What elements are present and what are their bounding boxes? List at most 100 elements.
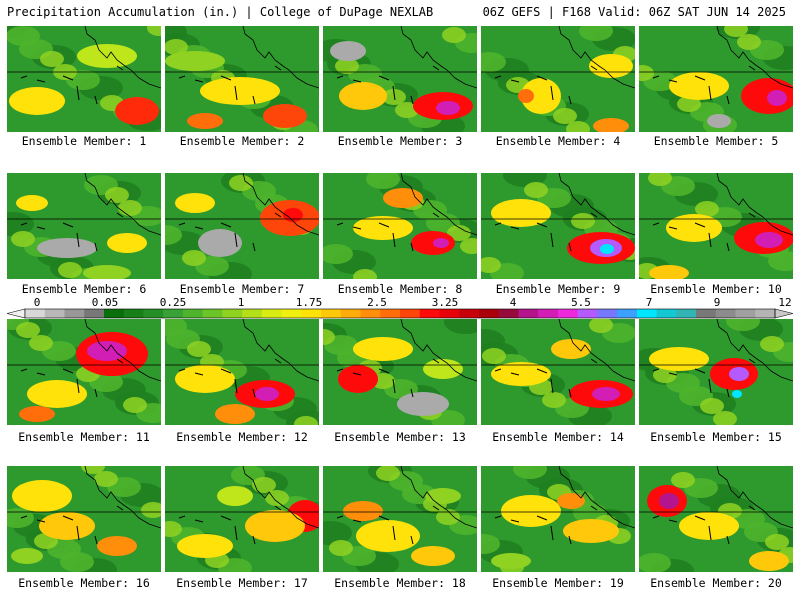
legend-swatch [360,309,381,318]
coastline [716,173,793,236]
precip-maximum [283,208,303,222]
precip-field [7,26,161,132]
color-legend: 0 0.05 0.25 1 1.75 2.5 3.25 4 5.5 7 9 12 [7,296,793,320]
legend-swatch [202,309,223,318]
precip-maximum [557,493,585,509]
legend-swatch [419,309,440,318]
precip-maximum [659,493,679,509]
island-outlines [336,212,440,252]
legend-tick-label: 0.05 [92,296,119,309]
precip-field [481,319,635,425]
legend-tick-label: 4 [510,296,517,309]
legend-bar: 0 0.05 0.25 1 1.75 2.5 3.25 4 5.5 7 9 12 [7,296,793,319]
precip-maximum [353,337,413,361]
precip-maximum [491,199,551,227]
precip-maximum [343,501,383,521]
legend-swatch [25,309,46,318]
legend-swatch [656,309,677,318]
island-outlines [652,358,756,398]
precip-maximum [666,214,722,242]
island-outlines [178,358,282,398]
precip-field [165,466,319,572]
precip-maximum [9,87,65,115]
precip-maximum [501,495,561,527]
legend-tick-label: 1.75 [296,296,323,309]
precip-maximum [198,229,242,257]
coastline [558,26,635,89]
precip-maximum [425,488,461,504]
coastline [242,466,319,529]
ensemble-member-label: Ensemble Member: 5 [653,134,779,148]
island-outlines [20,505,124,545]
ensemble-member-label: Ensemble Member: 6 [21,282,147,296]
legend-tick-label: 9 [714,296,721,309]
precip-field [7,319,161,425]
coastline [242,319,319,382]
precip-field [323,319,477,425]
legend-swatch [636,309,657,318]
precip-maximum [19,406,55,422]
precip-maximum [177,534,233,558]
legend-swatch [538,309,559,318]
legend-swatch [735,309,756,318]
legend-swatch [380,309,401,318]
ensemble-map-3 [323,26,477,132]
ensemble-map-10 [639,173,793,279]
precip-field [323,466,477,572]
ensemble-map-18 [323,466,477,572]
ensemble-map-20 [639,466,793,572]
precip-maximum [518,89,534,103]
coastline [558,319,635,382]
precip-maximum [215,404,255,424]
ensemble-member-label: Ensemble Member: 13 [334,430,466,444]
precip-maximum [423,359,463,379]
precip-maximum [187,113,223,129]
precip-maximum [551,339,591,359]
legend-swatch [340,309,361,318]
precip-field [481,26,635,132]
precip-maximum [175,365,235,393]
legend-swatch [498,309,519,318]
precip-maximum [245,510,305,542]
precip-maximum [563,519,619,543]
ensemble-member-label: Ensemble Member: 3 [337,134,463,148]
precip-maximum [97,536,137,556]
island-outlines [336,505,440,545]
precip-maximum [165,51,225,71]
legend-swatch [321,309,342,318]
ensemble-map-2 [165,26,319,132]
legend-swatch [182,309,204,318]
precip-maximum [356,520,420,552]
precip-maximum [491,553,531,569]
coastline [400,26,477,89]
ensemble-map-1 [7,26,161,132]
ensemble-map-16 [7,466,161,572]
ensemble-map-7 [165,173,319,279]
precip-maximum [397,392,449,416]
coastline [558,173,635,236]
coastline [242,26,319,89]
legend-tick-label: 0.25 [160,296,187,309]
island-outlines [336,65,440,105]
ensemble-map-13 [323,319,477,425]
ensemble-member-label: Ensemble Member: 17 [176,576,308,590]
ensemble-map-6 [7,173,161,279]
precip-maximum [592,387,620,401]
legend-swatch [459,309,480,318]
legend-swatch [261,309,282,318]
legend-swatch [242,309,263,318]
legend-max-arrow [774,308,793,319]
legend-swatch [84,309,105,318]
ensemble-member-label: Ensemble Member: 16 [18,576,150,590]
precip-maximum [83,265,131,279]
legend-swatch [617,309,638,318]
precip-maximum [433,238,449,248]
ensemble-member-label: Ensemble Member: 7 [179,282,305,296]
legend-swatch [222,309,243,318]
ensemble-map-15 [639,319,793,425]
precip-maximum [649,265,689,279]
island-outlines [652,65,756,105]
precip-maximum [77,44,137,68]
legend-tick-label: 1 [238,296,245,309]
precip-maximum [353,216,413,240]
